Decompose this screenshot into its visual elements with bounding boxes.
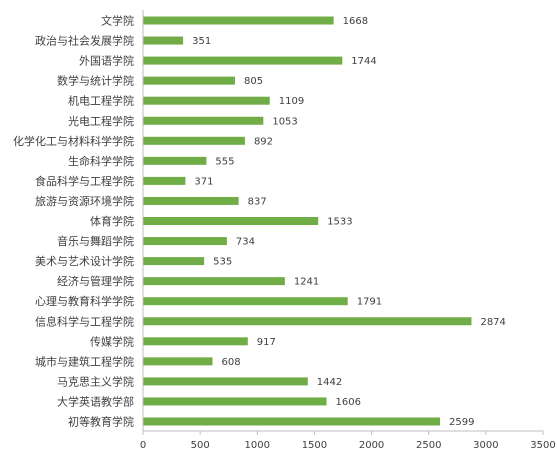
- data-label-18: 1442: [317, 377, 342, 388]
- category-label-9: 旅游与资源环境学院: [35, 194, 134, 208]
- bar-11: [143, 237, 227, 246]
- data-label-4: 1109: [279, 96, 304, 107]
- category-label-3: 数学与统计学院: [57, 74, 134, 88]
- bar-8: [143, 176, 186, 185]
- category-label-18: 马克思主义学院: [57, 374, 134, 388]
- category-label-8: 食品科学与工程学院: [35, 174, 134, 188]
- bar-9: [143, 196, 239, 205]
- bar-1: [143, 36, 184, 45]
- bar-14: [143, 297, 348, 306]
- bar-7: [143, 156, 207, 165]
- category-label-17: 城市与建筑工程学院: [35, 354, 134, 368]
- category-label-13: 经济与管理学院: [57, 274, 134, 288]
- category-label-15: 信息科学与工程学院: [35, 314, 134, 328]
- bar-13: [143, 277, 285, 286]
- data-label-3: 805: [244, 76, 263, 87]
- x-tick-label-1: 500: [191, 440, 210, 451]
- bar-3: [143, 76, 235, 85]
- data-label-6: 892: [254, 136, 273, 147]
- category-label-11: 音乐与舞蹈学院: [57, 234, 134, 248]
- data-label-10: 1533: [327, 217, 352, 228]
- bar-15: [143, 317, 472, 326]
- category-label-20: 初等教育学院: [68, 415, 134, 429]
- bar-6: [143, 136, 245, 145]
- data-label-2: 1744: [351, 56, 376, 67]
- bar-12: [143, 257, 205, 266]
- bar-16: [143, 337, 248, 346]
- data-label-14: 1791: [357, 297, 382, 308]
- data-label-19: 1606: [336, 397, 361, 408]
- category-label-0: 文学院: [101, 14, 134, 28]
- bar-2: [143, 56, 343, 65]
- category-label-10: 体育学院: [90, 214, 134, 228]
- data-label-7: 555: [215, 156, 234, 167]
- bar-10: [143, 217, 319, 225]
- x-tick-label-0: 0: [140, 440, 146, 451]
- data-label-9: 837: [248, 196, 267, 207]
- bar-20: [143, 417, 441, 426]
- labels-layer: 文学院 1668 政治与社会发展学院 351 外国语学院 1744 数学与统计学院 805 机电…: [13, 14, 506, 429]
- category-label-4: 机电工程学院: [68, 94, 134, 108]
- data-label-11: 734: [236, 237, 255, 248]
- bar-5: [143, 116, 264, 125]
- data-label-13: 1241: [294, 277, 319, 288]
- data-label-0: 1668: [343, 16, 368, 27]
- x-tick-label-4: 2000: [359, 440, 384, 451]
- category-label-5: 光电工程学院: [68, 114, 134, 128]
- category-label-16: 传媒学院: [90, 334, 134, 348]
- data-label-16: 917: [257, 337, 276, 348]
- data-label-15: 2874: [480, 317, 505, 328]
- x-tick-label-6: 3000: [473, 440, 498, 451]
- data-label-1: 351: [192, 36, 211, 47]
- x-tick-label-3: 1500: [302, 440, 327, 451]
- data-label-12: 535: [213, 257, 232, 268]
- data-label-17: 608: [221, 357, 240, 368]
- category-label-2: 外国语学院: [79, 54, 134, 68]
- category-label-19: 大学英语教学部: [57, 394, 134, 408]
- category-label-14: 心理与教育科学学院: [35, 294, 134, 308]
- category-label-6: 化学化工与材料科学学院: [13, 134, 134, 148]
- data-label-20: 2599: [449, 417, 474, 428]
- bars-layer: [143, 16, 472, 426]
- data-label-5: 1053: [272, 116, 297, 127]
- category-label-12: 美术与艺术设计学院: [35, 254, 134, 268]
- bar-19: [143, 397, 327, 406]
- x-tick-label-7: 3500: [530, 440, 555, 451]
- bar-18: [143, 377, 308, 386]
- bar-4: [143, 96, 270, 105]
- data-label-8: 371: [194, 176, 213, 187]
- category-label-1: 政治与社会发展学院: [35, 34, 134, 48]
- bar-0: [143, 16, 334, 25]
- x-tick-label-5: 2500: [416, 440, 441, 451]
- bar-17: [143, 357, 213, 366]
- axis-layer: 0 500 1000 1500 2000 2500 3000 3500: [140, 10, 556, 451]
- category-label-7: 生命科学学院: [68, 154, 134, 168]
- x-tick-label-2: 1000: [245, 440, 270, 451]
